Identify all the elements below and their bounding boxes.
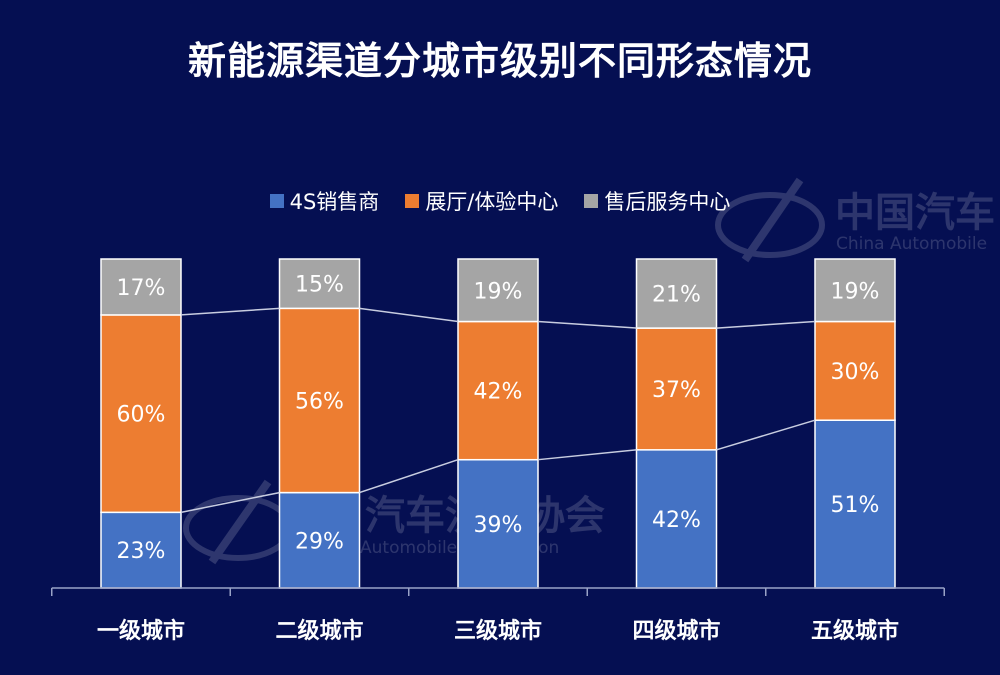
legend-item-service: 售后服务中心 — [584, 186, 730, 216]
data-label-service-4: 21% — [652, 283, 701, 308]
data-label-service-2: 15% — [295, 273, 344, 298]
bar-service-1 — [100, 258, 182, 316]
bar-showroom-2 — [278, 307, 361, 494]
series-line-showroom-3 — [537, 320, 637, 329]
legend-swatch-showroom — [405, 194, 420, 208]
series-line-4s-4 — [716, 419, 816, 451]
category-label-3: 三级城市 — [454, 618, 542, 644]
data-label-showroom-5: 30% — [831, 360, 880, 385]
legend-label-4s: 4S销售商 — [289, 190, 380, 214]
data-label-showroom-3: 42% — [474, 380, 523, 405]
bar-4s-1 — [100, 511, 182, 589]
data-label-4s-1: 23% — [117, 539, 166, 564]
series-line-showroom-2 — [359, 307, 459, 323]
category-label-2: 二级城市 — [275, 618, 363, 644]
category-label-5: 五级城市 — [811, 618, 899, 644]
bar-service-2 — [278, 258, 361, 310]
chart-title: 新能源渠道分城市级别不同形态情况 — [187, 39, 812, 83]
bar-showroom-1 — [100, 314, 182, 514]
category-label-1: 一级城市 — [97, 618, 185, 644]
series-line-4s-3 — [537, 449, 637, 461]
data-label-4s-4: 42% — [652, 508, 701, 533]
data-label-showroom-4: 37% — [652, 378, 701, 403]
legend-item-4s: 4S销售商 — [269, 186, 380, 216]
data-label-service-1: 17% — [117, 276, 166, 301]
legend-swatch-service — [584, 194, 599, 208]
bar-4s-5 — [814, 419, 896, 589]
data-label-4s-3: 39% — [474, 513, 523, 538]
legend-item-showroom: 展厅/体验中心 — [405, 186, 558, 216]
series-line-showroom-1 — [180, 307, 280, 316]
bar-service-4 — [635, 258, 718, 329]
bar-service-5 — [814, 258, 896, 323]
data-label-service-3: 19% — [474, 279, 523, 304]
series-line-4s-1 — [180, 491, 280, 514]
watermark-org-cn: 中国汽车 — [835, 190, 995, 236]
legend-label-service: 售后服务中心 — [604, 190, 731, 214]
watermark-org-en: China Automobile — [836, 234, 988, 254]
data-label-service-5: 19% — [831, 279, 880, 304]
series-line-showroom-4 — [716, 320, 816, 329]
data-label-4s-5: 51% — [831, 493, 880, 518]
bar-showroom-5 — [814, 320, 896, 421]
data-label-showroom-2: 56% — [295, 389, 344, 414]
watermark-logo-top — [715, 177, 825, 263]
legend-swatch-4s — [269, 194, 284, 208]
legend-label-showroom: 展厅/体验中心 — [425, 190, 559, 214]
bar-showroom-4 — [635, 327, 718, 451]
category-label-4: 四级城市 — [632, 618, 720, 644]
series-line-4s-2 — [359, 458, 459, 494]
bar-4s-4 — [635, 449, 718, 589]
bar-service-3 — [457, 258, 539, 323]
data-label-4s-2: 29% — [295, 529, 344, 554]
data-label-showroom-1: 60% — [117, 403, 166, 428]
legend: 4S销售商 展厅/体验中心 售后服务中心 — [0, 186, 1000, 216]
